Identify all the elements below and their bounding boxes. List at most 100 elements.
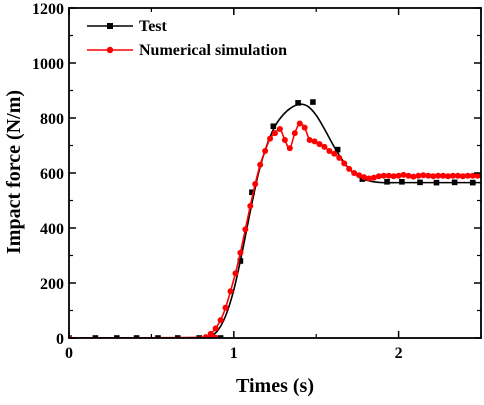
data-point-simulation — [252, 181, 259, 187]
data-point-test — [217, 335, 224, 338]
data-point-test — [155, 335, 161, 338]
series-line-test — [69, 103, 481, 338]
data-point-simulation — [336, 154, 343, 161]
data-point-simulation — [301, 124, 308, 131]
data-point-simulation — [217, 317, 224, 324]
data-point-test — [433, 179, 440, 186]
data-point-simulation — [281, 137, 288, 143]
data-point-simulation — [346, 165, 353, 172]
data-point-test — [310, 99, 316, 105]
y-axis-title: Impact force (N/m) — [3, 90, 25, 254]
data-point-simulation — [321, 143, 328, 150]
data-point-test — [249, 189, 255, 196]
data-point-simulation — [430, 173, 437, 180]
data-point-simulation — [272, 130, 278, 137]
data-point-simulation — [311, 138, 318, 145]
data-point-simulation — [267, 135, 274, 142]
data-point-simulation — [207, 330, 214, 337]
y-tick-label: 1200 — [32, 1, 64, 18]
data-point-simulation — [395, 172, 402, 179]
data-point-test — [174, 335, 181, 338]
data-point-simulation — [410, 173, 417, 180]
data-point-simulation — [415, 172, 422, 179]
y-tick-label: 200 — [40, 276, 64, 293]
data-point-simulation — [365, 175, 372, 182]
y-tick-label: 400 — [40, 221, 64, 238]
data-point-simulation — [237, 249, 244, 256]
legend-item-simulation: Numerical simulation — [87, 42, 287, 59]
data-point-test — [417, 179, 423, 186]
legend-marker-test — [107, 23, 113, 29]
data-point-test — [113, 335, 120, 338]
data-point-simulation — [326, 148, 333, 154]
data-point-simulation — [212, 325, 219, 332]
y-tick-label: 600 — [40, 166, 64, 183]
data-point-simulation — [222, 304, 229, 311]
legend: Test Numerical simulation — [87, 18, 287, 59]
data-point-simulation — [276, 126, 283, 132]
x-tick-label: 0 — [65, 345, 73, 362]
data-point-simulation — [257, 161, 264, 168]
data-point-simulation — [247, 203, 254, 209]
data-point-simulation — [400, 171, 407, 178]
series-layer — [69, 99, 481, 338]
data-point-test — [399, 179, 405, 185]
data-point-simulation — [385, 172, 392, 179]
data-point-simulation — [316, 141, 323, 148]
data-point-simulation — [291, 130, 298, 137]
data-point-simulation — [425, 172, 432, 179]
data-point-simulation — [341, 160, 348, 167]
data-point-simulation — [331, 150, 338, 157]
data-point-simulation — [242, 226, 249, 233]
x-tick-label: 1 — [230, 345, 238, 362]
data-point-simulation — [449, 172, 456, 179]
data-point-simulation — [356, 172, 363, 179]
data-point-test — [295, 100, 301, 106]
data-point-simulation — [440, 172, 447, 179]
data-point-simulation — [380, 172, 387, 179]
data-point-simulation — [405, 172, 412, 179]
data-point-test — [469, 179, 476, 186]
data-point-simulation — [232, 270, 239, 277]
legend-marker-simulation — [106, 46, 114, 54]
data-point-simulation — [474, 172, 481, 179]
data-point-simulation — [445, 173, 452, 180]
data-point-test — [334, 146, 341, 153]
data-point-simulation — [360, 174, 367, 181]
data-point-test — [384, 179, 390, 185]
y-tick-label: 1000 — [32, 56, 64, 73]
data-point-simulation — [370, 174, 377, 181]
data-point-simulation — [227, 288, 234, 295]
data-point-test — [237, 258, 244, 264]
data-point-simulation — [202, 334, 209, 338]
data-point-simulation — [375, 173, 382, 180]
data-point-test — [270, 123, 277, 130]
data-point-simulation — [390, 173, 397, 180]
data-point-test — [451, 179, 458, 186]
y-tick-label: 0 — [56, 331, 64, 348]
legend-label-test: Test — [139, 18, 168, 35]
y-tick-label: 800 — [40, 111, 64, 128]
data-point-simulation — [464, 172, 471, 179]
data-point-simulation — [262, 148, 269, 154]
data-point-simulation — [454, 172, 461, 179]
series-simulation — [69, 120, 481, 338]
series-line-simulation — [69, 122, 478, 338]
data-point-test — [92, 335, 99, 338]
data-point-simulation — [420, 172, 427, 179]
data-point-simulation — [286, 145, 293, 152]
legend-item-test: Test — [87, 18, 168, 35]
data-point-simulation — [296, 120, 303, 127]
series-test — [69, 99, 481, 338]
data-point-simulation — [351, 170, 358, 176]
tick-layer: 0 200 400 600 800 1000 1200 0 1 2 — [32, 1, 482, 362]
data-point-simulation — [459, 173, 466, 180]
data-point-test — [133, 335, 140, 338]
data-point-simulation — [306, 137, 313, 143]
data-point-simulation — [469, 172, 476, 179]
x-tick-label: 2 — [395, 345, 403, 362]
data-point-simulation — [435, 172, 442, 179]
legend-label-simulation: Numerical simulation — [139, 42, 287, 59]
